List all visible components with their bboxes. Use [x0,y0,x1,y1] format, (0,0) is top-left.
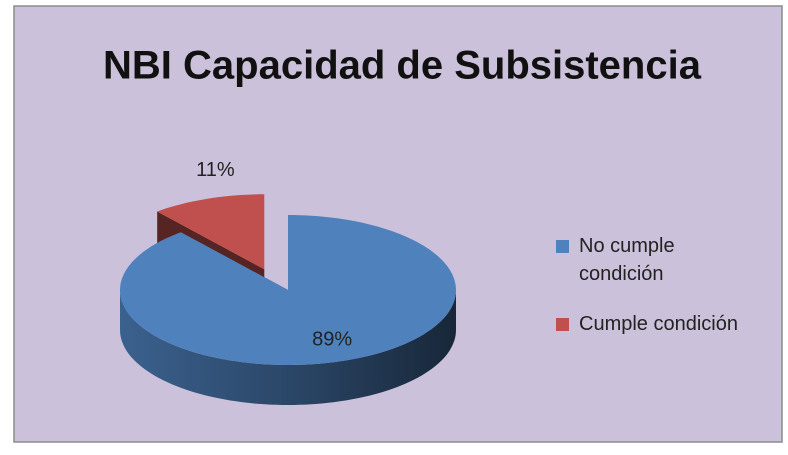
legend-label: No cumple condición [579,235,675,285]
legend: No cumple condición Cumple condición [556,232,776,360]
chart-title: NBI Capacidad de Subsistencia [103,44,702,88]
slice-side [120,290,456,405]
legend-item: No cumple condición [556,232,776,288]
slice [157,194,265,270]
data-label: 89% [312,329,352,351]
data-label: 11% [196,159,235,181]
slice [120,215,456,365]
legend-item: Cumple condición [556,310,776,338]
legend-label: Cumple condición [579,313,738,335]
legend-swatch [556,318,569,331]
legend-swatch [556,240,569,253]
